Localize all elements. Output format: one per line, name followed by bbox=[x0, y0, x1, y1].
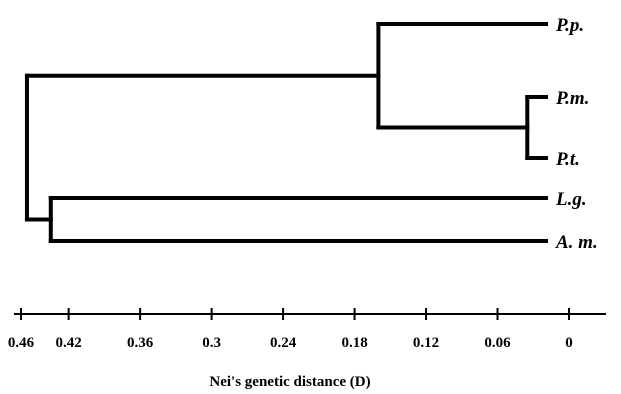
axis-tick-label: 0.06 bbox=[484, 335, 511, 351]
axis-tick-label: 0.24 bbox=[270, 335, 297, 351]
axis-tick-label: 0.42 bbox=[56, 335, 82, 351]
axis-tick-label: 0.46 bbox=[8, 335, 35, 351]
axis-ticks bbox=[20, 308, 570, 320]
dendrogram-branches bbox=[24, 22, 548, 243]
axis-tick-labels: 0.46 0.42 0.36 0.3 0.24 0.18 0.12 0.06 0 bbox=[8, 335, 573, 351]
axis-tick-label: 0.18 bbox=[341, 335, 367, 351]
distance-axis: 0.46 0.42 0.36 0.3 0.24 0.18 0.12 0.06 0 bbox=[8, 308, 606, 351]
axis-tick-label: 0.12 bbox=[413, 335, 439, 351]
axis-tick-label: 0 bbox=[565, 335, 573, 351]
leaf-label-pt: P.t. bbox=[555, 149, 580, 170]
leaf-label-pp: P.p. bbox=[555, 15, 584, 36]
leaf-labels: P.p. P.m. P.t. L.g. A. m. bbox=[555, 15, 598, 253]
axis-tick-label: 0.3 bbox=[202, 335, 221, 351]
axis-title: Nei's genetic distance (D) bbox=[209, 374, 370, 390]
leaf-label-am: A. m. bbox=[555, 232, 598, 253]
axis-tick-label: 0.36 bbox=[127, 335, 154, 351]
leaf-label-pm: P.m. bbox=[555, 88, 589, 109]
leaf-label-lg: L.g. bbox=[555, 189, 587, 210]
